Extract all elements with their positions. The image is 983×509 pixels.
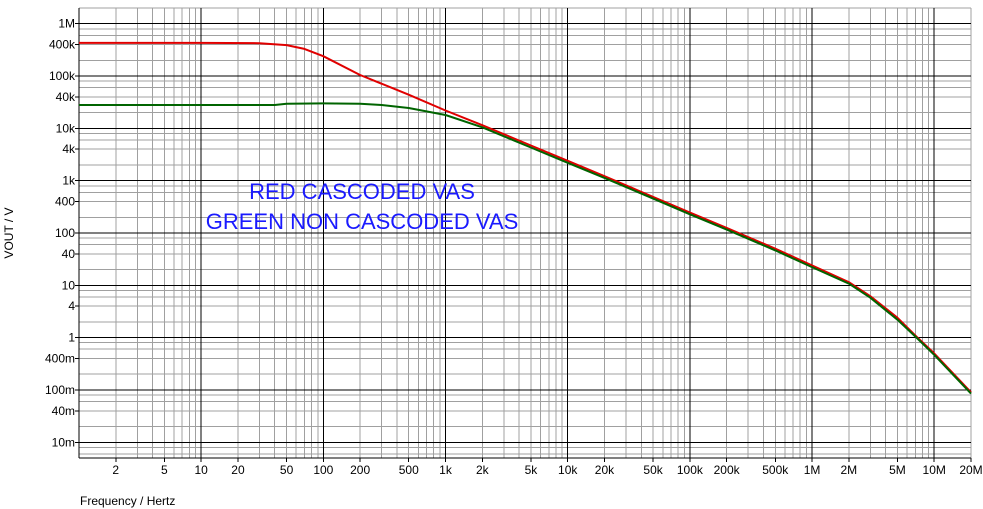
red-series-line	[79, 41, 972, 393]
annotation-layer: RED CASCODED VAS GREEN NON CASCODED VAS	[206, 179, 519, 234]
x-tick-label: 2k	[476, 463, 490, 477]
y-tick-label: 40k	[56, 90, 76, 104]
x-tick-label: 20	[231, 463, 245, 477]
x-tick-label: 10k	[558, 463, 578, 477]
x-tick-label: 20M	[959, 463, 982, 477]
annotation-text: GREEN NON CASCODED VAS	[206, 209, 519, 234]
x-tick-label: 1k	[439, 463, 453, 477]
y-tick-label: 10	[62, 278, 76, 292]
x-tick-label: 500k	[762, 463, 789, 477]
x-tick-label: 200	[350, 463, 370, 477]
x-tick-label: 2M	[840, 463, 857, 477]
x-axis-title: Frequency / Hertz	[80, 494, 175, 508]
y-tick-label: 100	[55, 226, 75, 240]
x-tick-label: 500	[399, 463, 419, 477]
y-tick-label: 4	[68, 299, 75, 313]
x-tick-label: 2	[112, 463, 119, 477]
x-tick-label: 20k	[595, 463, 615, 477]
series-layer	[79, 41, 972, 395]
y-tick-label: 100k	[49, 69, 76, 83]
y-tick-label: 400	[55, 195, 75, 209]
y-tick-label: 400k	[49, 38, 76, 52]
x-tick-label: 100	[313, 463, 333, 477]
y-tick-label: 1M	[58, 17, 75, 31]
x-tick-label: 5	[161, 463, 168, 477]
x-tick-label: 10	[194, 463, 208, 477]
y-tick-label: 10k	[56, 121, 76, 135]
x-tick-label: 5M	[889, 463, 906, 477]
x-tick-label: 10M	[923, 463, 946, 477]
y-tick-label: 100m	[45, 383, 75, 397]
x-tick-label: 50	[280, 463, 294, 477]
y-tick-label: 1	[68, 331, 75, 345]
x-tick-label: 100k	[677, 463, 704, 477]
y-tick-label: 4k	[62, 142, 76, 156]
annotation-text: RED CASCODED VAS	[249, 179, 475, 204]
y-tick-label: 1k	[62, 174, 76, 188]
y-tick-label: 400m	[45, 351, 75, 365]
y-tick-label: 40	[62, 247, 76, 261]
green-series-line	[79, 102, 972, 395]
x-tick-label: 5k	[525, 463, 539, 477]
y-axis-title: VOUT / V	[2, 207, 16, 258]
x-tick-label: 200k	[714, 463, 741, 477]
y-tick-label: 40m	[52, 404, 75, 418]
x-tick-label: 50k	[643, 463, 663, 477]
y-tick-label: 10m	[52, 435, 75, 449]
x-tick-labels: 2 5 10 20 50 100 200 500 1k 2k 5k 10k 20k 50k 100k 200k…	[112, 458, 983, 477]
y-tick-labels: 1M 400k 100k 40k 10k 4k 1k 400 100 40 10 4 1 400m 100m…	[45, 17, 79, 449]
x-tick-label: 1M	[804, 463, 821, 477]
major-grid-horizontal	[79, 23, 971, 443]
